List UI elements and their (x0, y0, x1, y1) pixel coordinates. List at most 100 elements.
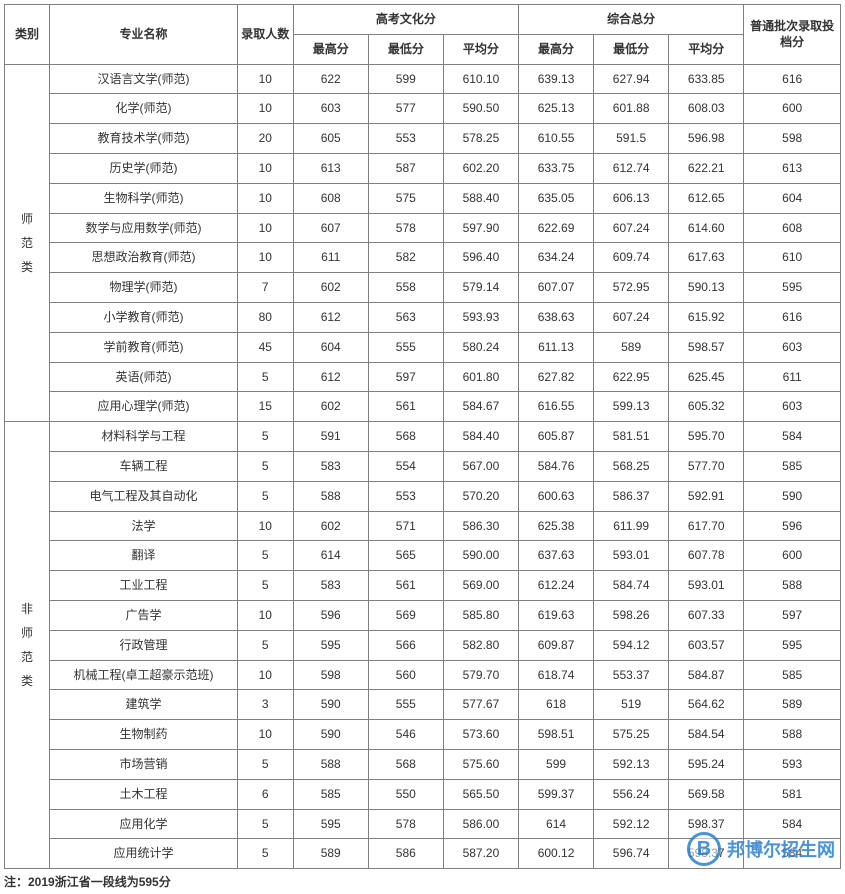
composite-avg-cell: 607.33 (669, 600, 744, 630)
col-composite-min: 最低分 (594, 34, 669, 64)
composite-min-cell: 622.95 (594, 362, 669, 392)
composite-avg-cell: 617.63 (669, 243, 744, 273)
col-gaokao-avg: 平均分 (443, 34, 518, 64)
gaokao-max-cell: 602 (293, 273, 368, 303)
admitted-cell: 80 (237, 302, 293, 332)
composite-max-cell: 599 (518, 749, 593, 779)
gaokao-min-cell: 561 (368, 571, 443, 601)
gaokao-min-cell: 597 (368, 362, 443, 392)
last-cell: 603 (744, 332, 841, 362)
admitted-cell: 5 (237, 630, 293, 660)
composite-max-cell: 638.63 (518, 302, 593, 332)
gaokao-min-cell: 582 (368, 243, 443, 273)
composite-min-cell: 591.5 (594, 124, 669, 154)
last-cell: 600 (744, 541, 841, 571)
composite-max-cell: 600.12 (518, 839, 593, 869)
admitted-cell: 10 (237, 153, 293, 183)
table-row: 电气工程及其自动化5588553570.20600.63586.37592.91… (5, 481, 841, 511)
major-cell: 生物制药 (50, 720, 238, 750)
table-row: 英语(师范)5612597601.80627.82622.95625.45611 (5, 362, 841, 392)
gaokao-avg-cell: 585.80 (443, 600, 518, 630)
table-row: 机械工程(卓工超豪示范班)10598560579.70618.74553.375… (5, 660, 841, 690)
gaokao-avg-cell: 575.60 (443, 749, 518, 779)
last-cell: 585 (744, 451, 841, 481)
composite-avg-cell: 598.37 (669, 809, 744, 839)
gaokao-max-cell: 612 (293, 362, 368, 392)
composite-avg-cell: 614.60 (669, 213, 744, 243)
last-cell: 597 (744, 600, 841, 630)
gaokao-max-cell: 614 (293, 541, 368, 571)
admitted-cell: 5 (237, 481, 293, 511)
gaokao-avg-cell: 579.14 (443, 273, 518, 303)
composite-avg-cell: 569.58 (669, 779, 744, 809)
major-cell: 生物科学(师范) (50, 183, 238, 213)
table-row: 生物制药10590546573.60598.51575.25584.54588 (5, 720, 841, 750)
gaokao-max-cell: 595 (293, 809, 368, 839)
last-cell: 584 (744, 422, 841, 452)
gaokao-avg-cell: 596.40 (443, 243, 518, 273)
admitted-cell: 5 (237, 809, 293, 839)
last-cell: 596 (744, 511, 841, 541)
gaokao-max-cell: 613 (293, 153, 368, 183)
table-row: 工业工程5583561569.00612.24584.74593.01588 (5, 571, 841, 601)
admitted-cell: 5 (237, 451, 293, 481)
admitted-cell: 6 (237, 779, 293, 809)
gaokao-avg-cell: 565.50 (443, 779, 518, 809)
last-cell: 593 (744, 749, 841, 779)
admitted-cell: 10 (237, 600, 293, 630)
last-cell: 595 (744, 273, 841, 303)
table-row: 市场营销5588568575.60599592.13595.24593 (5, 749, 841, 779)
admitted-cell: 10 (237, 94, 293, 124)
major-cell: 学前教育(师范) (50, 332, 238, 362)
last-cell: 584 (744, 809, 841, 839)
table-row: 行政管理5595566582.80609.87594.12603.57595 (5, 630, 841, 660)
admitted-cell: 20 (237, 124, 293, 154)
gaokao-avg-cell: 590.50 (443, 94, 518, 124)
composite-max-cell: 618 (518, 690, 593, 720)
composite-min-cell: 607.24 (594, 213, 669, 243)
composite-max-cell: 618.74 (518, 660, 593, 690)
col-composite-max: 最高分 (518, 34, 593, 64)
composite-min-cell: 519 (594, 690, 669, 720)
col-gaokao-max: 最高分 (293, 34, 368, 64)
gaokao-min-cell: 546 (368, 720, 443, 750)
composite-avg-cell: 612.65 (669, 183, 744, 213)
table-row: 化学(师范)10603577590.50625.13601.88608.0360… (5, 94, 841, 124)
composite-min-cell: 575.25 (594, 720, 669, 750)
gaokao-max-cell: 608 (293, 183, 368, 213)
gaokao-avg-cell: 586.30 (443, 511, 518, 541)
composite-max-cell: 625.13 (518, 94, 593, 124)
last-cell: 604 (744, 183, 841, 213)
table-row: 物理学(师范)7602558579.14607.07572.95590.1359… (5, 273, 841, 303)
gaokao-avg-cell: 588.40 (443, 183, 518, 213)
gaokao-min-cell: 599 (368, 64, 443, 94)
table-header: 类别 专业名称 录取人数 高考文化分 综合总分 普通批次录取投档分 最高分 最低… (5, 5, 841, 65)
composite-min-cell: 606.13 (594, 183, 669, 213)
last-cell: 616 (744, 302, 841, 332)
table-row: 土木工程6585550565.50599.37556.24569.58581 (5, 779, 841, 809)
table-body: 师范类汉语言文学(师范)10622599610.10639.13627.9463… (5, 64, 841, 869)
last-cell: 598 (744, 124, 841, 154)
major-cell: 小学教育(师范) (50, 302, 238, 332)
gaokao-max-cell: 583 (293, 451, 368, 481)
major-cell: 车辆工程 (50, 451, 238, 481)
major-cell: 机械工程(卓工超豪示范班) (50, 660, 238, 690)
admitted-cell: 5 (237, 839, 293, 869)
composite-min-cell: 596.74 (594, 839, 669, 869)
gaokao-max-cell: 595 (293, 630, 368, 660)
last-cell: 600 (744, 94, 841, 124)
admitted-cell: 10 (237, 511, 293, 541)
gaokao-min-cell: 568 (368, 749, 443, 779)
gaokao-min-cell: 553 (368, 481, 443, 511)
major-cell: 建筑学 (50, 690, 238, 720)
major-cell: 应用心理学(师范) (50, 392, 238, 422)
composite-avg-cell: 590.13 (669, 273, 744, 303)
table-row: 生物科学(师范)10608575588.40635.05606.13612.65… (5, 183, 841, 213)
composite-max-cell: 639.13 (518, 64, 593, 94)
composite-max-cell: 637.63 (518, 541, 593, 571)
last-cell: 585 (744, 660, 841, 690)
composite-avg-cell: 615.92 (669, 302, 744, 332)
table-row: 建筑学3590555577.67618519564.62589 (5, 690, 841, 720)
gaokao-min-cell: 555 (368, 690, 443, 720)
gaokao-max-cell: 590 (293, 720, 368, 750)
